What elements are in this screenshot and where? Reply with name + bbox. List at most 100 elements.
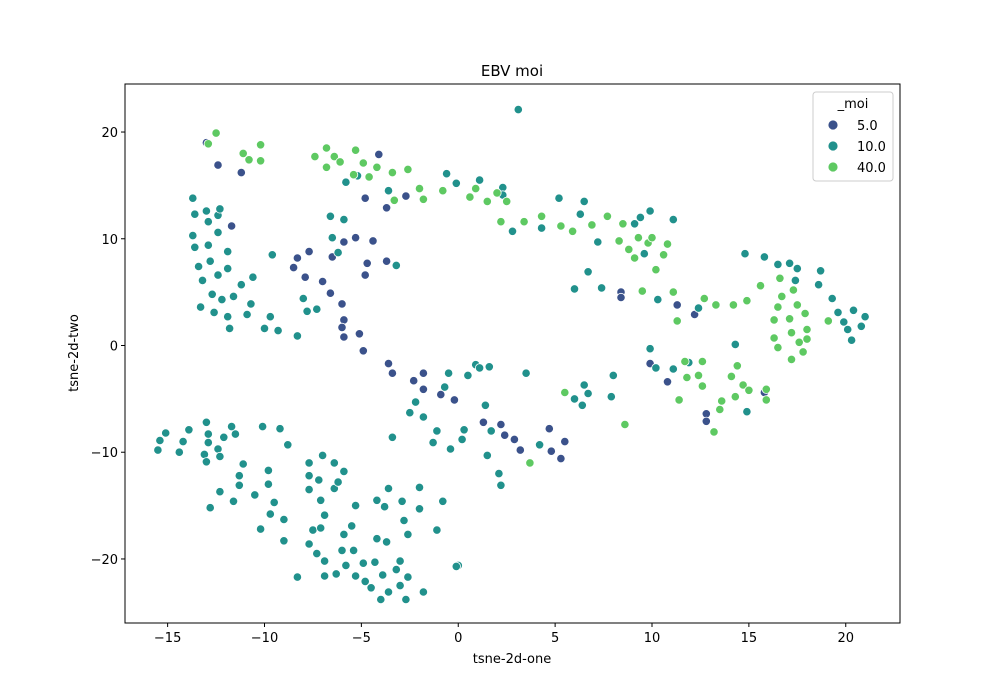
data-point — [213, 444, 223, 454]
data-point — [567, 226, 578, 236]
data-point — [397, 496, 407, 506]
data-point — [321, 162, 332, 172]
data-point — [341, 560, 351, 571]
data-point — [383, 358, 394, 369]
data-point — [376, 594, 386, 605]
data-point — [370, 557, 380, 567]
data-point — [414, 482, 425, 492]
data-point — [432, 426, 442, 436]
data-point — [360, 576, 370, 587]
y-axis-label: tsne-2d-two — [67, 314, 82, 392]
data-point — [230, 429, 240, 439]
data-point — [672, 316, 682, 326]
data-point — [856, 321, 866, 331]
data-point — [269, 497, 279, 507]
data-point — [203, 139, 213, 149]
data-point — [618, 219, 628, 229]
data-point — [509, 434, 520, 444]
data-point — [761, 384, 771, 394]
data-point — [697, 356, 708, 367]
data-point — [860, 312, 870, 322]
data-point — [486, 426, 496, 436]
data-point — [414, 184, 425, 194]
data-point — [728, 300, 739, 310]
data-point — [319, 571, 330, 581]
data-point — [374, 149, 384, 159]
data-point — [234, 480, 244, 490]
data-point — [354, 329, 364, 339]
data-point — [389, 195, 399, 205]
data-point — [616, 292, 626, 303]
data-point — [395, 556, 405, 566]
data-point — [304, 458, 314, 468]
data-point — [339, 529, 349, 540]
y-tick-label: −10 — [91, 446, 118, 461]
data-point — [153, 445, 163, 455]
data-point — [215, 451, 225, 462]
data-point — [188, 231, 198, 241]
data-point — [449, 395, 459, 405]
data-point — [255, 156, 266, 166]
data-point — [387, 368, 397, 378]
data-point — [372, 495, 382, 505]
data-point — [335, 157, 345, 167]
data-points — [153, 105, 870, 605]
data-point — [579, 196, 589, 206]
legend-box — [812, 91, 894, 182]
data-point — [283, 440, 293, 450]
data-point — [304, 247, 314, 257]
data-point — [190, 242, 200, 252]
data-point — [381, 256, 392, 266]
data-point — [647, 233, 657, 243]
data-point — [492, 188, 502, 198]
data-point — [480, 400, 490, 410]
data-point — [715, 404, 725, 415]
data-point — [668, 364, 678, 374]
data-point — [773, 302, 783, 312]
data-point — [502, 196, 512, 206]
data-point — [248, 272, 258, 282]
data-point — [348, 545, 359, 556]
data-point — [304, 484, 314, 495]
data-point — [227, 221, 237, 231]
data-point — [310, 152, 320, 162]
data-point — [726, 371, 737, 381]
data-point — [348, 170, 359, 180]
legend: _moi 5.0 10.0 40.0 — [812, 91, 894, 182]
data-point — [730, 392, 740, 402]
data-point — [800, 308, 810, 319]
data-point — [798, 347, 808, 357]
data-point — [693, 370, 704, 380]
x-tick-label: 10 — [644, 631, 661, 646]
data-point — [583, 267, 593, 277]
data-point — [668, 215, 678, 225]
data-point — [443, 368, 454, 378]
data-point — [525, 458, 535, 468]
data-point — [755, 281, 766, 291]
legend-marker — [827, 161, 839, 173]
data-point — [246, 299, 256, 309]
plot-area — [124, 83, 901, 624]
data-point — [496, 419, 506, 430]
data-point — [317, 276, 328, 287]
data-point — [786, 354, 797, 364]
data-point — [201, 417, 211, 427]
data-point — [190, 209, 200, 219]
data-point — [223, 247, 233, 257]
data-point — [197, 275, 208, 285]
data-point — [312, 304, 322, 314]
data-point — [474, 175, 485, 185]
data-point — [378, 570, 388, 580]
y-tick-label: 10 — [101, 233, 118, 248]
data-point — [738, 380, 748, 390]
data-point — [680, 356, 690, 367]
data-point — [742, 296, 752, 306]
data-point — [639, 249, 649, 259]
data-point — [329, 458, 339, 468]
data-point — [436, 389, 446, 400]
data-point — [602, 211, 613, 221]
data-point — [350, 233, 361, 243]
data-point — [740, 249, 750, 259]
data-point — [403, 529, 413, 540]
data-point — [225, 323, 235, 333]
